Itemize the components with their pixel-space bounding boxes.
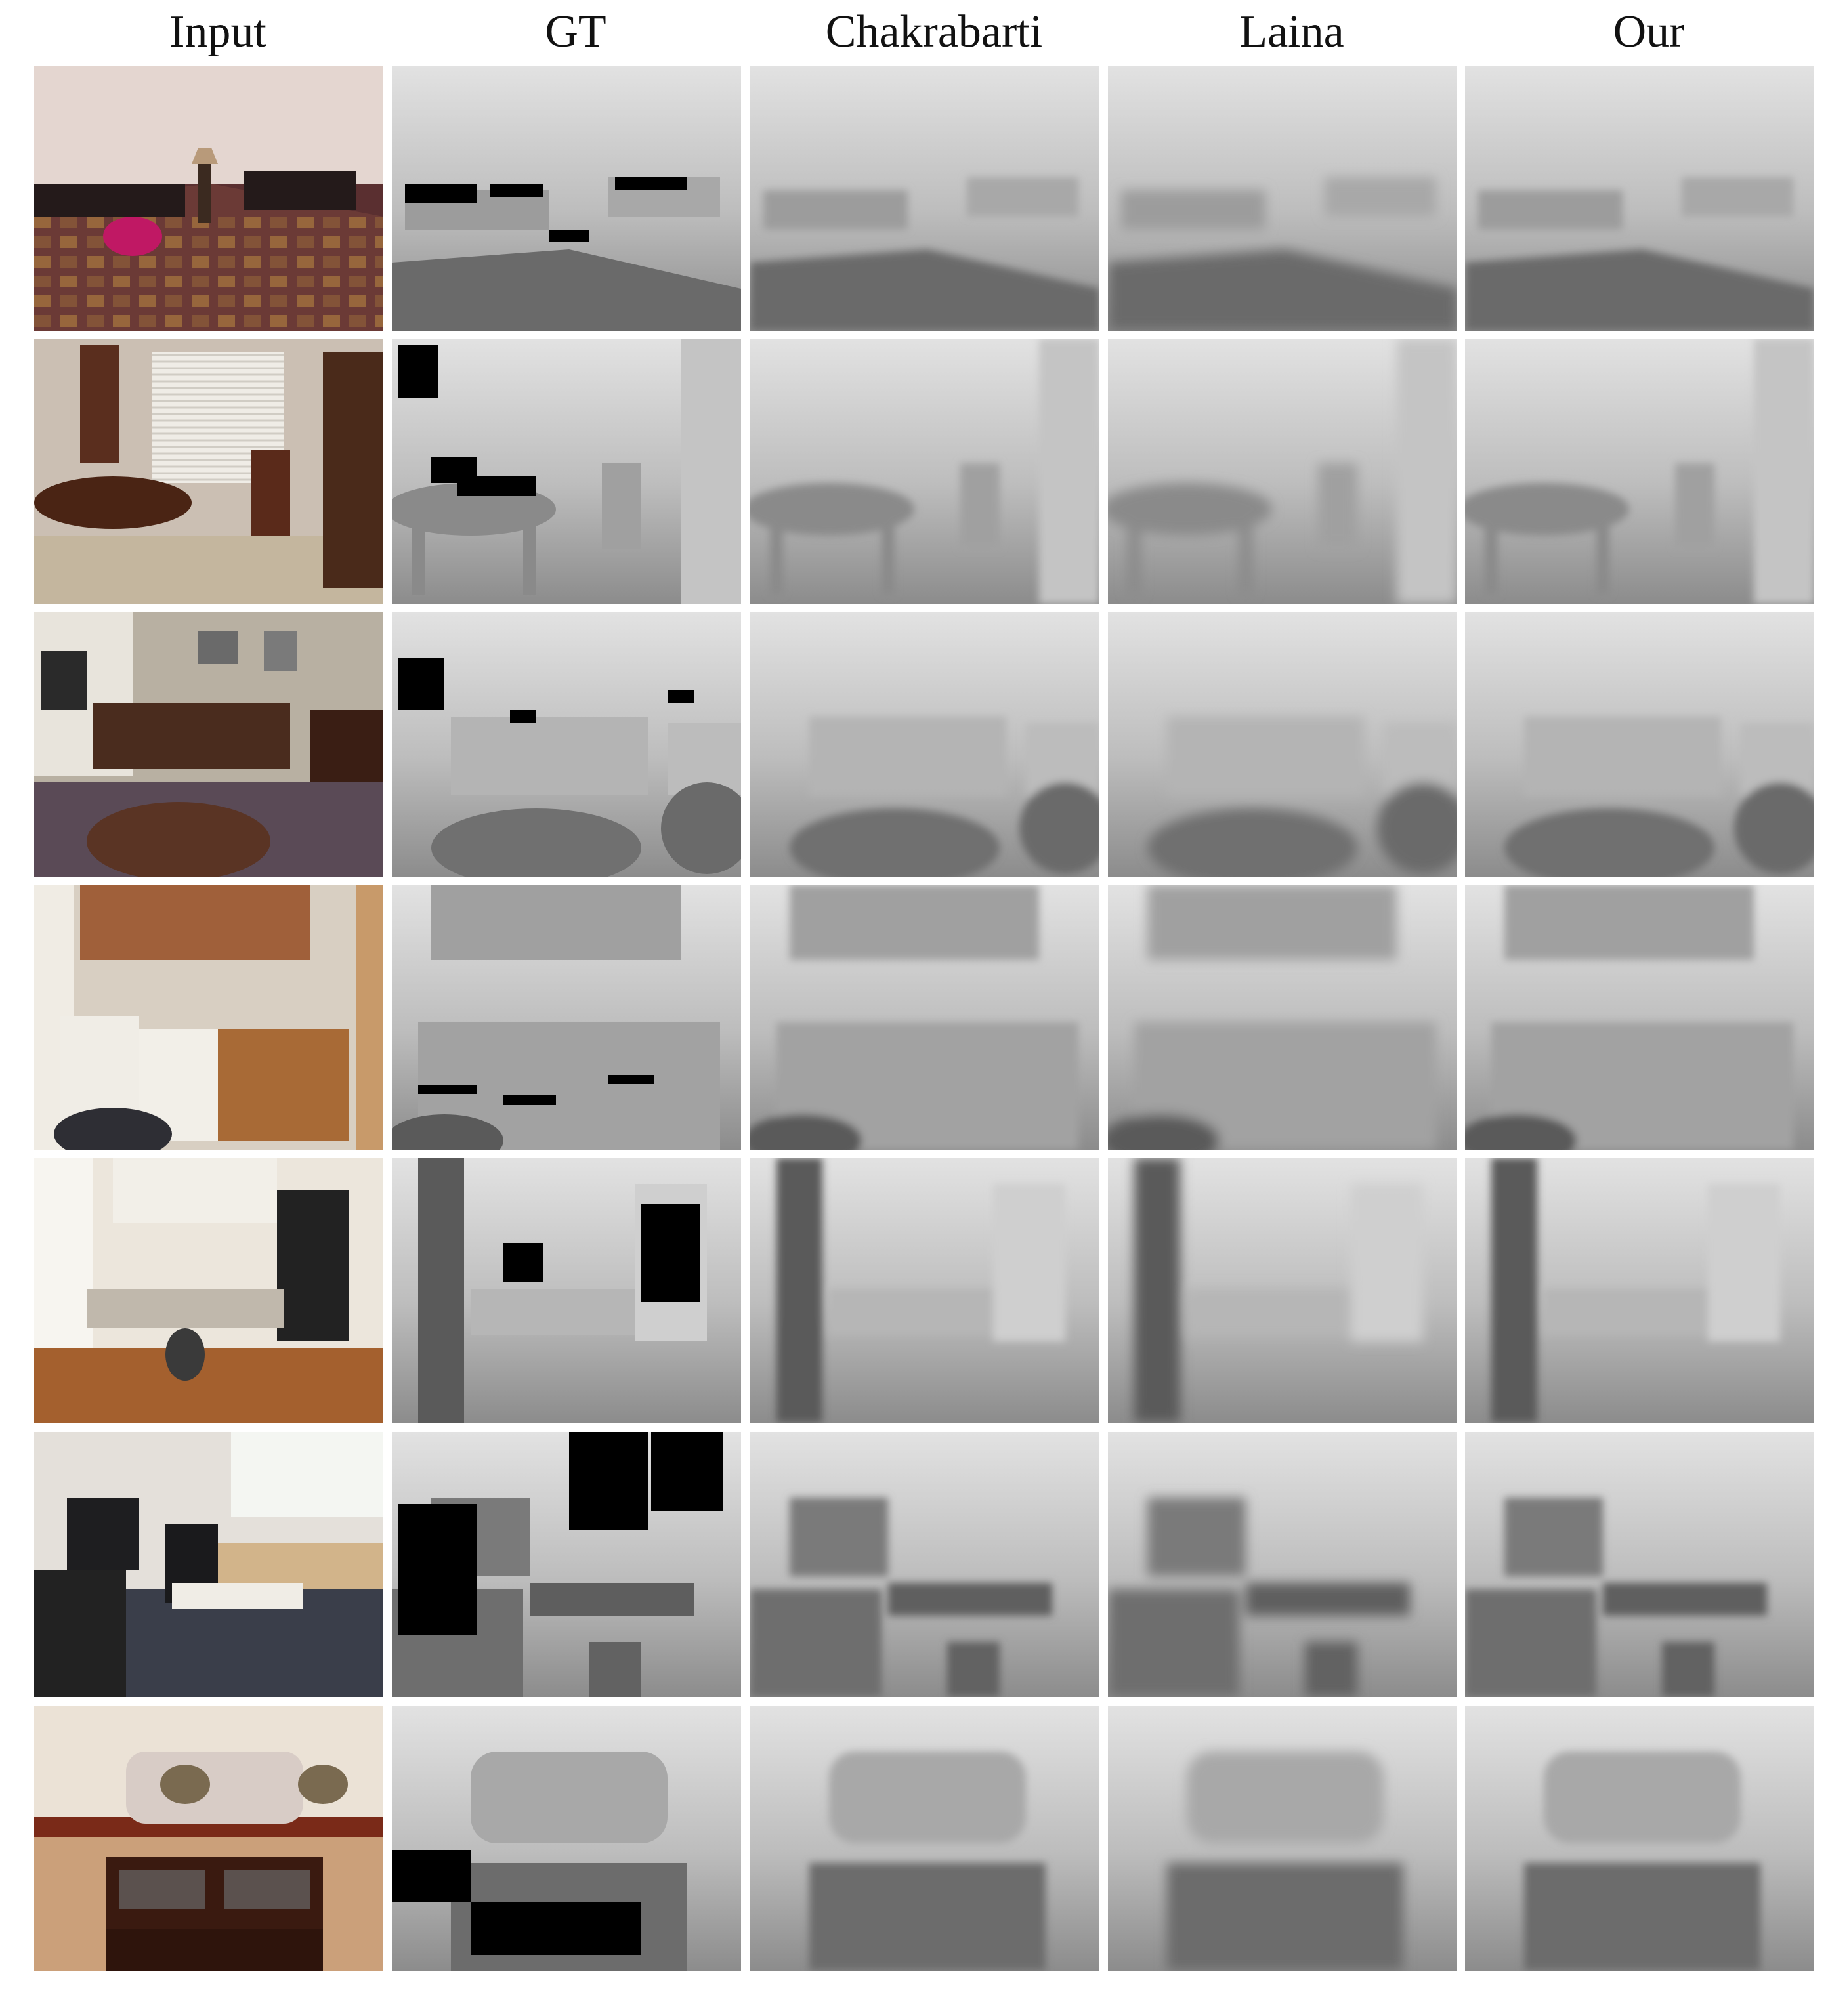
depth-map-kitchen bbox=[1108, 885, 1457, 1150]
input-image-kitchen bbox=[34, 885, 383, 1150]
depth-map-home-office bbox=[1465, 1158, 1814, 1423]
input-image-bedroom bbox=[34, 66, 383, 331]
panel-living-room-input bbox=[34, 1706, 383, 1971]
panel-living-room-chakrabarti bbox=[750, 1706, 1099, 1971]
depth-map-workspace bbox=[1465, 1432, 1814, 1697]
panel-bedroom-our bbox=[1465, 66, 1814, 331]
panel-bedroom-chakrabarti bbox=[750, 66, 1099, 331]
panel-dining-room-input bbox=[34, 339, 383, 604]
panel-bedroom-laina bbox=[1108, 66, 1457, 331]
panel-bedroom-input bbox=[34, 66, 383, 331]
depth-map-living-room bbox=[1465, 1706, 1814, 1971]
depth-map-living-room bbox=[750, 1706, 1099, 1971]
column-header-our: Our bbox=[1613, 7, 1685, 57]
panel-workspace-input bbox=[34, 1432, 383, 1697]
panel-kitchen-our bbox=[1465, 885, 1814, 1150]
depth-map-kitchen bbox=[750, 885, 1099, 1150]
panel-workspace-gt bbox=[392, 1432, 741, 1697]
depth-map-bedroom bbox=[750, 66, 1099, 331]
depth-map-kitchen bbox=[392, 885, 741, 1150]
panel-kitchen-laina bbox=[1108, 885, 1457, 1150]
column-header-input: Input bbox=[169, 7, 266, 57]
panel-dining-room-gt bbox=[392, 339, 741, 604]
panel-dining-room-laina bbox=[1108, 339, 1457, 604]
panel-home-office-input bbox=[34, 1158, 383, 1423]
depth-map-home-office bbox=[750, 1158, 1099, 1423]
input-image-living-room bbox=[34, 1706, 383, 1971]
input-image-office-desk bbox=[34, 612, 383, 877]
depth-map-dining-room bbox=[1108, 339, 1457, 604]
panel-bedroom-gt bbox=[392, 66, 741, 331]
depth-map-living-room bbox=[392, 1706, 741, 1971]
depth-map-workspace bbox=[1108, 1432, 1457, 1697]
panel-dining-room-chakrabarti bbox=[750, 339, 1099, 604]
panel-kitchen-input bbox=[34, 885, 383, 1150]
depth-map-dining-room bbox=[750, 339, 1099, 604]
depth-map-workspace bbox=[392, 1432, 741, 1697]
panel-workspace-laina bbox=[1108, 1432, 1457, 1697]
depth-map-bedroom bbox=[392, 66, 741, 331]
panel-office-desk-chakrabarti bbox=[750, 612, 1099, 877]
depth-map-kitchen bbox=[1465, 885, 1814, 1150]
panel-dining-room-our bbox=[1465, 339, 1814, 604]
panel-home-office-our bbox=[1465, 1158, 1814, 1423]
depth-map-bedroom bbox=[1465, 66, 1814, 331]
panel-kitchen-gt bbox=[392, 885, 741, 1150]
panel-office-desk-our bbox=[1465, 612, 1814, 877]
panel-living-room-laina bbox=[1108, 1706, 1457, 1971]
panel-home-office-laina bbox=[1108, 1158, 1457, 1423]
depth-map-living-room bbox=[1108, 1706, 1457, 1971]
depth-map-dining-room bbox=[1465, 339, 1814, 604]
panel-workspace-chakrabarti bbox=[750, 1432, 1099, 1697]
depth-map-office-desk bbox=[1108, 612, 1457, 877]
depth-map-bedroom bbox=[1108, 66, 1457, 331]
depth-map-office-desk bbox=[1465, 612, 1814, 877]
panel-home-office-chakrabarti bbox=[750, 1158, 1099, 1423]
panel-workspace-our bbox=[1465, 1432, 1814, 1697]
depth-map-home-office bbox=[392, 1158, 741, 1423]
panel-living-room-gt bbox=[392, 1706, 741, 1971]
depth-map-workspace bbox=[750, 1432, 1099, 1697]
panel-living-room-our bbox=[1465, 1706, 1814, 1971]
panel-kitchen-chakrabarti bbox=[750, 885, 1099, 1150]
column-header-laina: Laina bbox=[1239, 7, 1344, 57]
input-image-home-office bbox=[34, 1158, 383, 1423]
depth-map-office-desk bbox=[392, 612, 741, 877]
depth-map-office-desk bbox=[750, 612, 1099, 877]
panel-office-desk-gt bbox=[392, 612, 741, 877]
depth-map-dining-room bbox=[392, 339, 741, 604]
input-image-workspace bbox=[34, 1432, 383, 1697]
panel-home-office-gt bbox=[392, 1158, 741, 1423]
column-header-chakrabarti: Chakrabarti bbox=[825, 7, 1043, 57]
depth-map-home-office bbox=[1108, 1158, 1457, 1423]
column-header-gt: GT bbox=[545, 7, 606, 57]
input-image-dining-room bbox=[34, 339, 383, 604]
panel-office-desk-laina bbox=[1108, 612, 1457, 877]
panel-office-desk-input bbox=[34, 612, 383, 877]
